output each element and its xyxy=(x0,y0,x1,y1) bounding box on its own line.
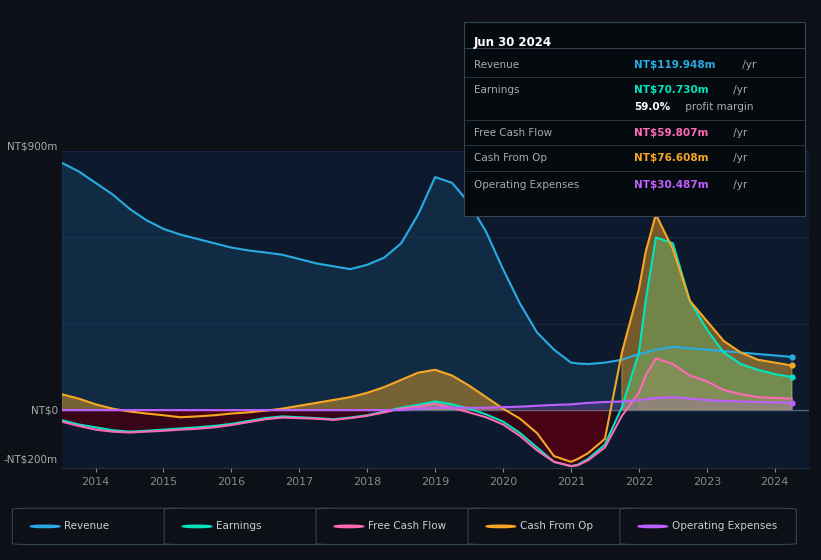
Text: NT$30.487m: NT$30.487m xyxy=(635,180,709,190)
Text: Cash From Op: Cash From Op xyxy=(474,153,547,162)
Text: NT$0: NT$0 xyxy=(30,405,57,415)
Text: Revenue: Revenue xyxy=(474,60,519,70)
Text: /yr: /yr xyxy=(730,180,747,190)
Text: Revenue: Revenue xyxy=(64,521,109,531)
Text: NT$119.948m: NT$119.948m xyxy=(635,60,716,70)
Text: Earnings: Earnings xyxy=(474,85,520,95)
FancyBboxPatch shape xyxy=(12,508,189,544)
Text: Earnings: Earnings xyxy=(216,521,261,531)
Text: Free Cash Flow: Free Cash Flow xyxy=(474,128,553,138)
Text: NT$900m: NT$900m xyxy=(7,141,57,151)
Text: -NT$200m: -NT$200m xyxy=(4,454,57,464)
Circle shape xyxy=(30,525,60,528)
Text: NT$70.730m: NT$70.730m xyxy=(635,85,709,95)
Text: 59.0%: 59.0% xyxy=(635,102,671,113)
Circle shape xyxy=(182,525,212,528)
Text: Operating Expenses: Operating Expenses xyxy=(474,180,580,190)
FancyBboxPatch shape xyxy=(464,22,805,216)
FancyBboxPatch shape xyxy=(620,508,796,544)
Circle shape xyxy=(334,525,364,528)
Text: NT$76.608m: NT$76.608m xyxy=(635,153,709,162)
Text: /yr: /yr xyxy=(730,85,747,95)
FancyBboxPatch shape xyxy=(316,508,493,544)
Circle shape xyxy=(638,525,667,528)
Text: Cash From Op: Cash From Op xyxy=(520,521,593,531)
Text: /yr: /yr xyxy=(739,60,756,70)
Text: Jun 30 2024: Jun 30 2024 xyxy=(474,36,553,49)
FancyBboxPatch shape xyxy=(468,508,644,544)
Text: /yr: /yr xyxy=(730,128,747,138)
Text: Free Cash Flow: Free Cash Flow xyxy=(368,521,446,531)
Circle shape xyxy=(486,525,516,528)
Text: Operating Expenses: Operating Expenses xyxy=(672,521,777,531)
FancyBboxPatch shape xyxy=(164,508,341,544)
Text: /yr: /yr xyxy=(730,153,747,162)
Text: NT$59.807m: NT$59.807m xyxy=(635,128,709,138)
Text: profit margin: profit margin xyxy=(682,102,754,113)
